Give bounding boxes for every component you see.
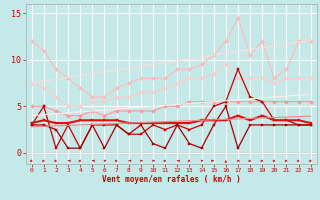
X-axis label: Vent moyen/en rafales ( km/h ): Vent moyen/en rafales ( km/h ) <box>102 175 241 184</box>
